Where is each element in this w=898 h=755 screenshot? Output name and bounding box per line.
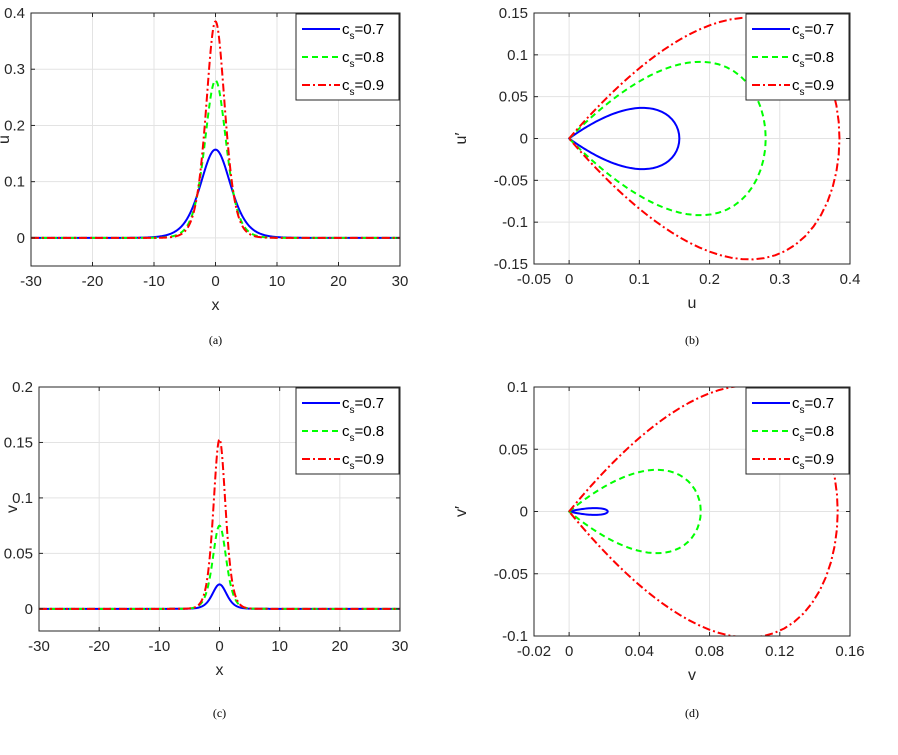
y-tick-label: 0.3 bbox=[4, 61, 25, 78]
x-axis-label: x bbox=[212, 297, 220, 314]
legend: cs=0.7 cs=0.8 cs=0.9 bbox=[745, 13, 850, 101]
y-tick-label: 0.05 bbox=[4, 545, 33, 562]
panel-caption: (b) bbox=[685, 333, 699, 347]
y-tick-label: -0.15 bbox=[494, 256, 528, 273]
legend-label-1: cs=0.7 bbox=[342, 395, 384, 416]
series-line-3 bbox=[568, 387, 839, 636]
legend: cs=0.7 cs=0.8 cs=0.9 bbox=[745, 387, 850, 475]
legend: cs=0.7 cs=0.8 cs=0.9 bbox=[295, 13, 400, 101]
x-tick-label: 0.3 bbox=[769, 271, 790, 288]
x-tick-label: -30 bbox=[20, 273, 42, 290]
y-tick-label: 0.2 bbox=[4, 117, 25, 134]
x-tick-label: 0.16 bbox=[835, 643, 864, 660]
legend-label-1: cs=0.7 bbox=[792, 21, 834, 42]
x-tick-label: 0.4 bbox=[840, 271, 861, 288]
y-tick-label: 0.2 bbox=[12, 379, 33, 396]
y-axis-label: u′ bbox=[453, 133, 470, 145]
x-tick-label: -20 bbox=[82, 273, 104, 290]
y-tick-label: -0.1 bbox=[502, 628, 528, 645]
legend-label-3: cs=0.9 bbox=[342, 451, 384, 472]
legend-label-3: cs=0.9 bbox=[792, 77, 834, 98]
legend-label-2: cs=0.8 bbox=[792, 423, 834, 444]
x-axis-label: u bbox=[688, 295, 697, 312]
y-tick-label: 0 bbox=[520, 504, 528, 521]
x-tick-label: -10 bbox=[143, 273, 165, 290]
x-tick-label: 10 bbox=[269, 273, 286, 290]
y-tick-label: 0.1 bbox=[507, 47, 528, 64]
x-axis-label: v bbox=[688, 667, 696, 684]
x-tick-label: 30 bbox=[392, 273, 409, 290]
series-group bbox=[31, 20, 400, 239]
series-line-2 bbox=[31, 79, 400, 239]
x-tick-label: 0 bbox=[565, 643, 573, 660]
y-axis-label: v′ bbox=[453, 506, 470, 517]
x-tick-label: 10 bbox=[271, 638, 288, 655]
legend-label-1: cs=0.7 bbox=[342, 21, 384, 42]
series-line-3 bbox=[31, 20, 400, 239]
x-axis-label: x bbox=[216, 662, 224, 679]
series-line-3 bbox=[568, 16, 841, 261]
y-tick-label: 0 bbox=[25, 601, 33, 618]
panel-caption: (a) bbox=[209, 333, 222, 347]
x-tick-label: 0 bbox=[565, 271, 573, 288]
series-line-3 bbox=[39, 438, 400, 610]
x-tick-label: -30 bbox=[28, 638, 50, 655]
x-tick-label: -0.02 bbox=[517, 643, 551, 660]
x-tick-label: -10 bbox=[148, 638, 170, 655]
y-tick-label: 0.1 bbox=[4, 174, 25, 191]
y-tick-label: 0.05 bbox=[499, 89, 528, 106]
y-tick-label: 0.15 bbox=[499, 5, 528, 22]
series-group bbox=[568, 387, 839, 636]
legend: cs=0.7 cs=0.8 cs=0.9 bbox=[295, 387, 400, 475]
y-tick-label: 0 bbox=[17, 230, 25, 247]
x-tick-label: 0.08 bbox=[695, 643, 724, 660]
y-tick-label: -0.05 bbox=[494, 566, 528, 583]
legend-label-3: cs=0.9 bbox=[342, 77, 384, 98]
series-group bbox=[39, 438, 400, 610]
chart-panel-c: -30 -20 -10 0 10 20 30 0 0.05 0.1 0.15 0.2 x v (c) cs=0… bbox=[4, 379, 409, 720]
x-tick-label: 0.1 bbox=[629, 271, 650, 288]
y-tick-label: 0.4 bbox=[4, 5, 25, 22]
legend-label-3: cs=0.9 bbox=[792, 451, 834, 472]
x-tick-label: 30 bbox=[392, 638, 409, 655]
legend-label-1: cs=0.7 bbox=[792, 395, 834, 416]
y-tick-label: -0.1 bbox=[502, 214, 528, 231]
chart-panel-b: -0.05 0 0.1 0.2 0.3 0.4 -0.15 -0.1 -0.05 0 0.05 0.1… bbox=[453, 5, 860, 347]
x-tick-label: 0.04 bbox=[625, 643, 654, 660]
x-tick-label: 20 bbox=[330, 273, 347, 290]
panel-caption: (c) bbox=[213, 706, 226, 720]
y-axis-label: v bbox=[4, 505, 21, 513]
y-tick-label: -0.05 bbox=[494, 172, 528, 189]
x-tick-label: -20 bbox=[88, 638, 110, 655]
x-tick-label: 0 bbox=[211, 273, 219, 290]
y-tick-label: 0.1 bbox=[12, 490, 33, 507]
x-tick-label: 0 bbox=[215, 638, 223, 655]
series-group bbox=[568, 16, 841, 261]
x-tick-label: 0.12 bbox=[765, 643, 794, 660]
y-tick-label: 0.1 bbox=[507, 379, 528, 396]
chart-panel-a: -30 -20 -10 0 10 20 30 0 0.1 0.2 0.3 0.4 x u (a) cs=0.7… bbox=[0, 5, 408, 347]
y-tick-label: 0.05 bbox=[499, 441, 528, 458]
panel-caption: (d) bbox=[685, 706, 699, 720]
y-tick-label: 0.15 bbox=[4, 434, 33, 451]
legend-label-2: cs=0.8 bbox=[792, 49, 834, 70]
x-tick-label: 20 bbox=[331, 638, 348, 655]
legend-label-2: cs=0.8 bbox=[342, 49, 384, 70]
x-tick-label: 0.2 bbox=[699, 271, 720, 288]
chart-panel-d: -0.02 0 0.04 0.08 0.12 0.16 -0.1 -0.05 0 0.05 0.1 v… bbox=[453, 379, 865, 720]
y-tick-label: 0 bbox=[520, 131, 528, 148]
legend-label-2: cs=0.8 bbox=[342, 423, 384, 444]
y-axis-label: u bbox=[0, 135, 13, 144]
x-tick-label: -0.05 bbox=[517, 271, 551, 288]
